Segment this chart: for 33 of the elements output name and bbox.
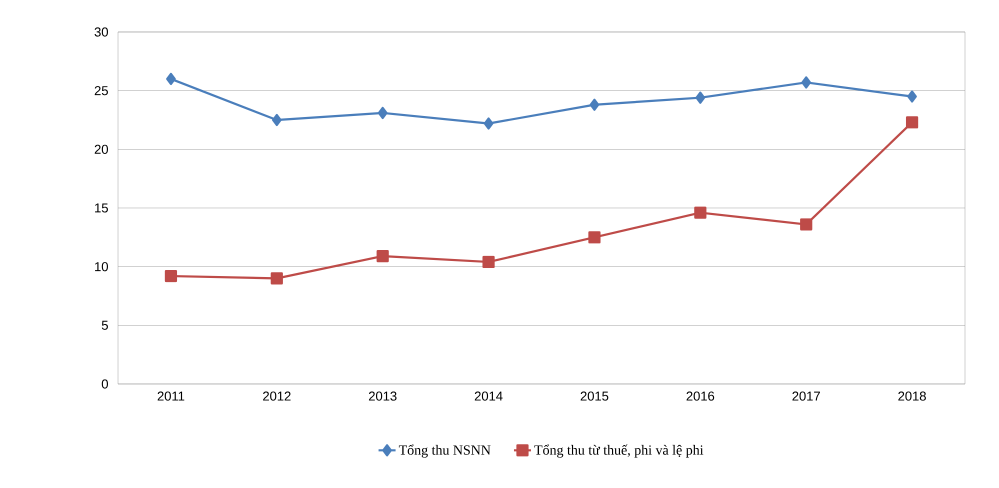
legend-label: Tổng thu NSNN (398, 444, 491, 458)
point (272, 114, 282, 126)
legend-label: Tổng thu từ thuế, phi và lệ phi (534, 444, 704, 458)
point (588, 231, 601, 244)
y-tick-label: 25 (94, 86, 108, 96)
x-tick-label: 2013 (368, 392, 397, 401)
point (801, 76, 812, 89)
point (164, 270, 178, 282)
point (376, 250, 389, 262)
point (482, 256, 495, 268)
point (800, 218, 812, 231)
y-tick-label: 10 (95, 262, 108, 272)
x-tick-label: 2014 (474, 392, 503, 401)
x-tick-label: 2018 (898, 392, 926, 401)
x-tick-label: 2011 (158, 392, 184, 401)
point (695, 92, 706, 104)
x-tick-label: 2017 (792, 392, 820, 401)
point (694, 206, 706, 219)
y-tick-label: 30 (94, 27, 108, 37)
x-tick-label: 2012 (263, 392, 291, 401)
point (590, 98, 600, 111)
y-tick-label: 20 (94, 144, 108, 154)
point (907, 90, 917, 103)
y-tick-label: 0 (102, 379, 108, 389)
point (270, 272, 283, 284)
y-tick-label: 15 (95, 203, 108, 213)
y-tick-label: 5 (102, 320, 108, 330)
point (906, 116, 918, 128)
x-tick-label: 2016 (686, 392, 714, 401)
point (166, 72, 176, 86)
point (484, 117, 494, 130)
point (378, 106, 388, 120)
x-tick-label: 2015 (580, 392, 608, 401)
